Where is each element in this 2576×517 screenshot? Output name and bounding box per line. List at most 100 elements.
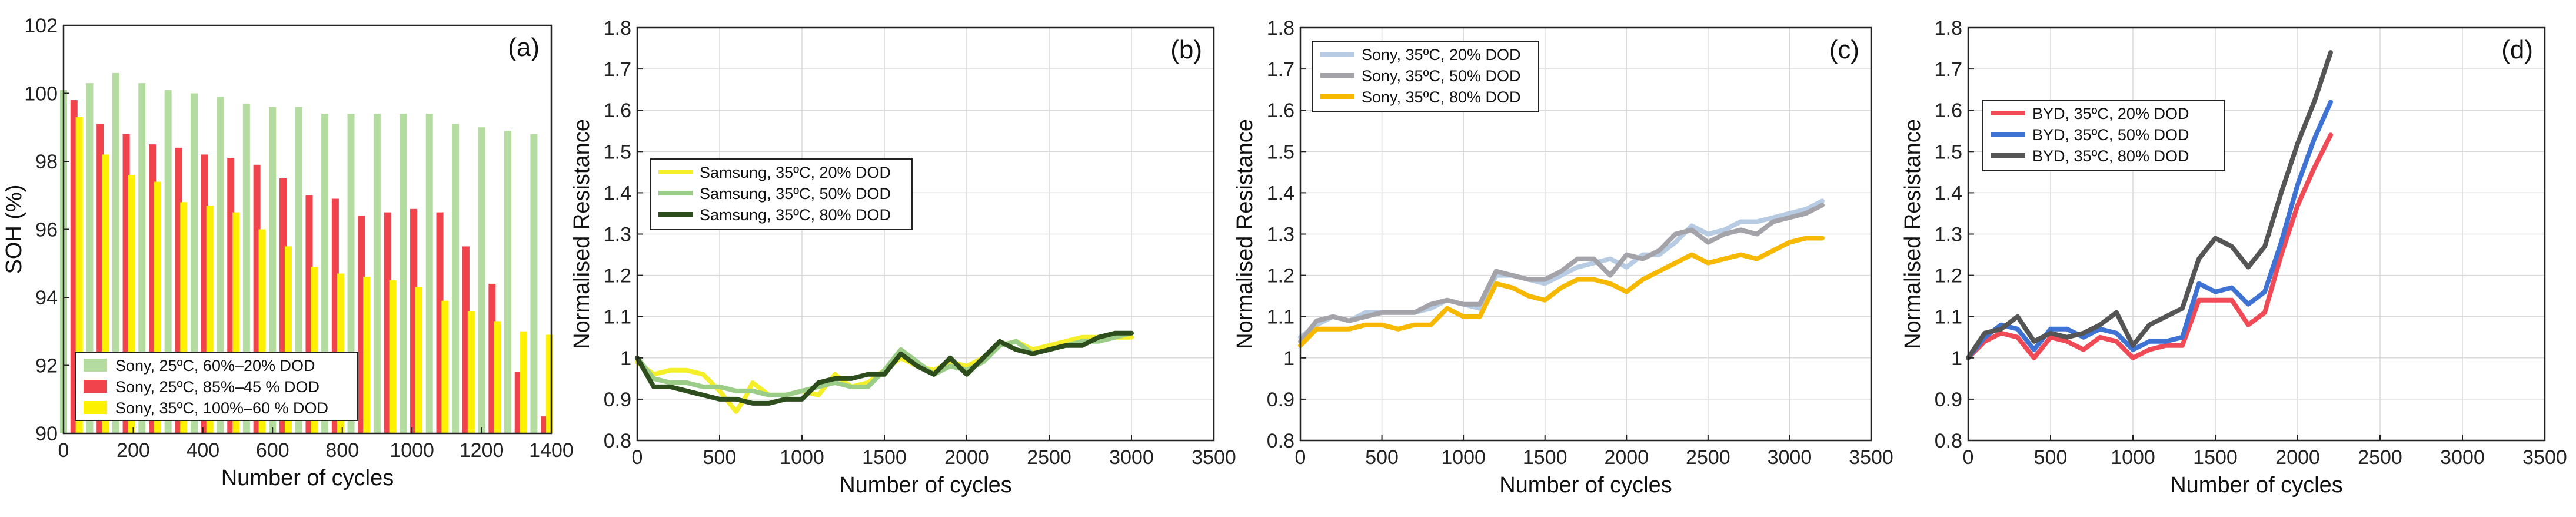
x-tick-label: 1200 [460, 439, 504, 462]
x-tick-label: 2000 [2275, 446, 2320, 469]
legend: Sony, 25ºC, 60%–20% DOD Sony, 25ºC, 85%–4… [75, 352, 358, 421]
x-tick-label: 1000 [2111, 446, 2155, 469]
y-tick-label: 1.7 [1935, 58, 1962, 81]
y-tick-label: 1.1 [604, 306, 631, 329]
x-tick-label: 2500 [1686, 446, 1730, 469]
series-line-3 [1966, 50, 2333, 360]
panel-label: (b) [1170, 35, 1202, 64]
series-line-2 [1298, 203, 1825, 344]
y-tick-label: 1.6 [1935, 100, 1962, 122]
x-tick-label: 3000 [2440, 446, 2485, 469]
bar-1 [400, 114, 407, 433]
legend-entry: Samsung, 35ºC, 20% DOD [700, 164, 891, 181]
series-line-1 [1966, 132, 2333, 360]
bar-3 [389, 280, 397, 433]
bar-1 [425, 114, 433, 433]
y-tick-label: 1.6 [604, 100, 631, 122]
x-tick-label: 400 [186, 439, 219, 462]
y-axis-label: Normalised Resistance [1233, 119, 1257, 349]
panel-d: 0 500 1000 1500 2000 2500 3000 3500 0.8 0.9 1 1.1 1.… [1901, 17, 2567, 498]
y-tick-label: 1.5 [1935, 141, 1962, 163]
y-tick-label: 102 [24, 15, 58, 37]
y-tick-label: 1.7 [604, 58, 631, 81]
y-tick-label: 1.7 [1267, 58, 1294, 81]
x-axis-label: Number of cycles [2170, 473, 2343, 498]
bar-1 [530, 134, 538, 434]
bar-1 [478, 127, 485, 433]
legend-entry: Samsung, 35ºC, 50% DOD [700, 185, 891, 203]
panel-c: 0 500 1000 1500 2000 2500 3000 3500 0.8 0.9 1 1.1 1.… [1233, 17, 1893, 498]
panel-b: 0 500 1000 1500 2000 2500 3000 3500 0.8 0.9 1 1.1 1.… [570, 17, 1236, 498]
bar-1 [191, 93, 198, 433]
y-tick-label: 96 [35, 219, 58, 241]
y-tick-label: 1.1 [1267, 306, 1294, 329]
y-tick-label: 0.8 [1935, 430, 1962, 452]
x-tick-label: 3500 [1192, 446, 1236, 469]
y-tick-label: 1.5 [604, 141, 631, 163]
x-tick-label: 1400 [529, 439, 574, 462]
x-tick-label: 0 [632, 446, 643, 469]
x-tick-label: 3000 [1768, 446, 1812, 469]
series-line-3 [635, 330, 1134, 406]
y-tick-label: 1 [1283, 347, 1294, 370]
bar-3 [494, 321, 501, 433]
bar-1 [217, 97, 224, 433]
x-tick-label: 800 [325, 439, 359, 462]
y-tick-label: 90 [35, 423, 58, 445]
x-tick-label: 3500 [2522, 446, 2567, 469]
y-tick-label: 1.6 [1267, 100, 1294, 122]
y-tick-label: 1.8 [1935, 17, 1962, 39]
x-axis-label: Number of cycles [221, 466, 394, 491]
y-tick-label: 1.1 [1935, 306, 1962, 329]
y-tick-label: 92 [35, 355, 58, 377]
legend-box [75, 352, 358, 421]
legend-swatch [84, 380, 107, 393]
y-axis-label: Normalised Resistance [1901, 119, 1925, 349]
y-tick-label: 1.2 [1935, 265, 1962, 287]
y-tick-label: 100 [24, 83, 58, 105]
bar-3 [441, 300, 449, 433]
x-tick-label: 500 [1365, 446, 1399, 469]
legend: BYD, 35ºC, 20% DOD BYD, 35ºC, 50% DOD BYD,… [1982, 100, 2225, 171]
bar-3 [415, 287, 422, 433]
y-tick-label: 98 [35, 151, 58, 173]
bar-1 [242, 103, 250, 433]
legend-entry: BYD, 35ºC, 80% DOD [2032, 147, 2189, 165]
x-axis-label: Number of cycles [1499, 473, 1672, 498]
x-tick-label: 2500 [1027, 446, 1071, 469]
legend-entry: Sony, 35ºC, 20% DOD [1362, 46, 1520, 64]
x-tick-label: 3500 [1849, 446, 1893, 469]
legend-entry: Sony, 35ºC, 80% DOD [1362, 88, 1520, 106]
x-tick-label: 0 [58, 439, 69, 462]
bar-1 [86, 83, 94, 434]
y-tick-label: 0.8 [604, 430, 631, 452]
y-tick-label: 0.8 [1267, 430, 1294, 452]
y-tick-label: 1.2 [1267, 265, 1294, 287]
x-tick-label: 500 [703, 446, 737, 469]
y-tick-label: 1.5 [1267, 141, 1294, 163]
y-tick-label: 1.4 [604, 182, 631, 204]
y-tick-label: 0.9 [604, 389, 631, 411]
x-tick-label: 1000 [1441, 446, 1486, 469]
y-tick-label: 1.3 [604, 224, 631, 246]
x-tick-label: 1000 [780, 446, 824, 469]
x-tick-label: 2000 [1604, 446, 1649, 469]
x-tick-label: 2500 [2358, 446, 2402, 469]
legend-box [650, 158, 913, 230]
y-tick-label: 0.9 [1267, 389, 1294, 411]
y-tick-label: 1.3 [1935, 224, 1962, 246]
x-tick-label: 1500 [862, 446, 907, 469]
panel-label: (d) [2501, 35, 2533, 64]
x-tick-label: 2000 [944, 446, 989, 469]
legend: Samsung, 35ºC, 20% DOD Samsung, 35ºC, 50%… [650, 158, 913, 230]
legend-entry: BYD, 35ºC, 20% DOD [2032, 105, 2189, 122]
y-tick-label: 1 [1951, 347, 1962, 370]
x-axis-label: Number of cycles [839, 473, 1012, 498]
y-tick-label: 0.9 [1935, 389, 1962, 411]
y-axis-label: Normalised Resistance [570, 119, 594, 349]
y-tick-label: 94 [35, 287, 58, 309]
bar-1 [164, 90, 172, 434]
y-tick-label: 1.8 [1267, 17, 1294, 39]
bar-3 [467, 311, 475, 433]
